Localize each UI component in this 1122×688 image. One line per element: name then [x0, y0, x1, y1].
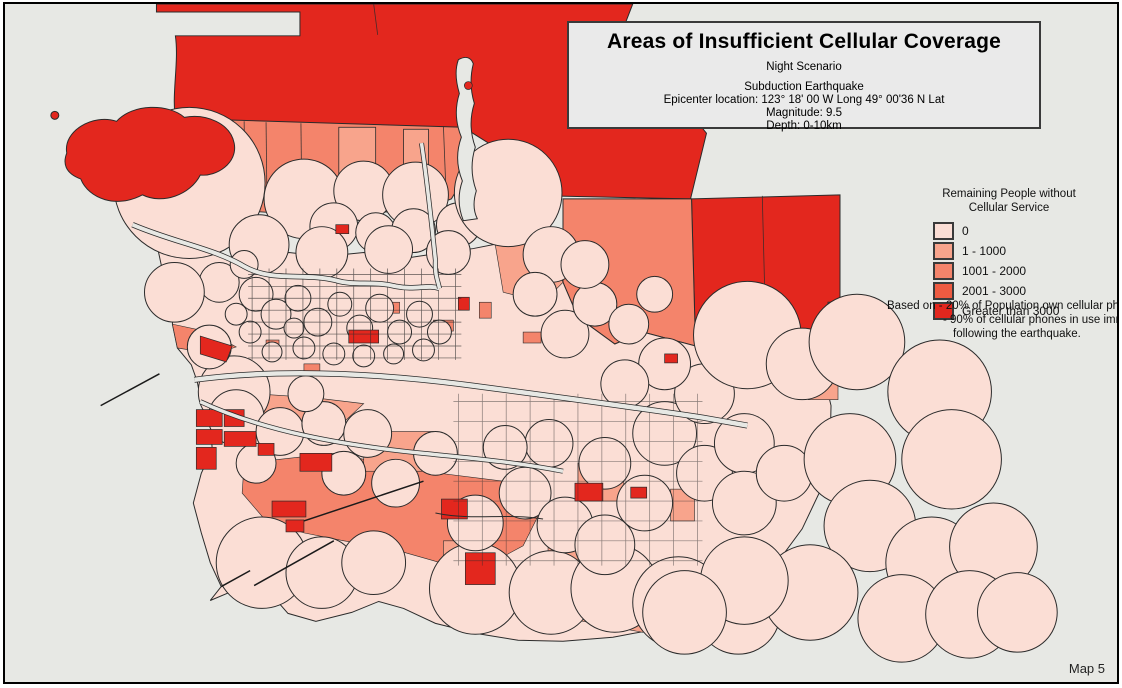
pitt-lake	[455, 56, 479, 222]
legend-title-line1: Remaining People without	[942, 188, 1076, 200]
legend-swatch-2	[933, 261, 954, 280]
note-line3: following the earthquake.	[953, 328, 1081, 341]
legend: Remaining People without Cellular Servic…	[891, 187, 1117, 322]
epicenter-text: Epicenter location: 123° 18' 00 W Long 4…	[663, 94, 945, 106]
magnitude-text: Magnitude: 9.5	[765, 107, 843, 119]
legend-label-0: 0	[962, 223, 969, 238]
pitt-lake-islet	[463, 81, 473, 90]
event-subtitle: Subduction Earthquake	[744, 81, 864, 93]
legend-label-3: 2001 - 3000	[962, 283, 1027, 298]
depth-text: Depth: 0-10km	[766, 120, 842, 132]
scenario-subtitle: Night Scenario	[766, 61, 842, 73]
legend-item: 1001 - 2000	[933, 261, 1117, 280]
map-frame: Areas of Insufficient Cellular Coverage …	[3, 2, 1119, 684]
legend-label-4: Greater than 3000	[962, 303, 1060, 318]
bowen-island	[50, 106, 236, 202]
map-title: Areas of Insufficient Cellular Coverage	[606, 30, 1002, 53]
note-line1: Based on - 20% of Population own cellula…	[887, 300, 1119, 312]
title-box: Areas of Insufficient Cellular Coverage …	[567, 21, 1041, 132]
legend-label-1: 1 - 1000	[962, 243, 1007, 258]
tract-grid-vancouver	[248, 268, 462, 360]
indian-arm	[419, 142, 442, 289]
legend-swatch-4	[933, 301, 954, 320]
legend-item: 1 - 1000	[933, 241, 1117, 260]
census-red-patches	[195, 224, 678, 585]
fraser-river	[193, 370, 748, 520]
legend-swatch-3	[933, 281, 954, 300]
roads	[100, 373, 424, 588]
legend-item: 2001 - 3000	[933, 281, 1117, 300]
map-number-label: Map 5	[1068, 661, 1105, 676]
note-line2: - 90% of cellular phones in use immediat…	[943, 314, 1117, 327]
legend-label-2: 1001 - 2000	[962, 263, 1027, 278]
legend-item: Greater than 3000	[933, 301, 1117, 320]
burrard-inlet	[131, 222, 441, 291]
legend-swatch-1	[933, 241, 954, 260]
legend-title-line2: Cellular Service	[968, 202, 1050, 215]
legend-swatch-0	[933, 221, 954, 240]
assumption-notes: Based on - 20% of Population own cellula…	[887, 299, 1119, 341]
tract-grid-surrey	[453, 393, 703, 566]
legend-item: 0	[933, 221, 1117, 240]
